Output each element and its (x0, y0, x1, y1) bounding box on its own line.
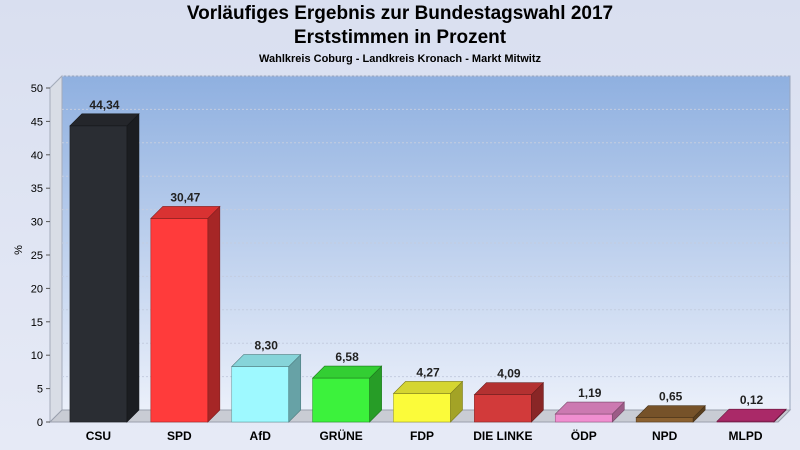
bar-ödp (554, 401, 626, 423)
bar-top (473, 382, 545, 395)
bar-front (554, 413, 613, 423)
x-tick-label: GRÜNE (319, 428, 362, 443)
data-label: 0,65 (659, 390, 683, 404)
y-tick-label: 45 (31, 116, 43, 128)
x-tick-label: SPD (167, 429, 192, 443)
bar-side (126, 113, 140, 423)
bar-front (474, 394, 532, 423)
bar-spd (150, 205, 221, 423)
data-label: 4,09 (497, 367, 521, 381)
bar-front (635, 417, 694, 423)
chart-title-line-1: Vorläufiges Ergebnis zur Bundestagswahl … (186, 3, 614, 24)
bar-top (69, 113, 140, 127)
y-tick-label: 35 (31, 183, 43, 195)
bar-front (393, 393, 451, 423)
bar-top (635, 405, 706, 418)
data-label: 1,19 (578, 386, 602, 400)
data-label: 4,27 (416, 365, 440, 379)
data-label: 6,58 (335, 350, 359, 364)
x-axis: CSU SPD AfD GRÜNE FDP DIE LINKE ÖDP NPD MLPD (86, 428, 763, 443)
plot-side-wall (49, 74, 63, 424)
bar-front (312, 377, 370, 423)
y-tick-label: 30 (31, 217, 43, 229)
bar-die-linke (473, 381, 545, 423)
y-tick-label: 20 (31, 283, 43, 295)
x-tick-label: ÖDP (571, 428, 597, 443)
x-tick-label: MLPD (729, 429, 763, 443)
y-axis-label: % (13, 245, 25, 255)
bar-top (150, 206, 221, 219)
y-tick-label: 15 (31, 317, 43, 329)
x-tick-label: AfD (250, 429, 272, 443)
bar-top (230, 354, 302, 367)
bar-front (150, 218, 209, 423)
bar-top (716, 408, 787, 422)
data-label: 0,12 (740, 393, 764, 407)
y-tick-label: 10 (31, 350, 43, 362)
bar-front (231, 366, 290, 423)
bar-fdp (392, 380, 464, 423)
y-tick-label: 0 (37, 417, 43, 429)
chart-subtitle: Wahlkreis Coburg - Landkreis Kronach - M… (259, 53, 541, 65)
bar-side (207, 205, 221, 423)
bar-mlpd (716, 408, 787, 423)
bar-top (392, 381, 464, 394)
y-tick-label: 25 (31, 250, 43, 262)
data-label: 8,30 (255, 339, 279, 353)
chart-title-block: Vorläufiges Ergebnis zur Bundestagswahl … (0, 2, 800, 65)
y-axis: 0 5 10 15 20 25 30 35 40 45 50 (31, 83, 50, 429)
bar-grüne (311, 365, 383, 423)
y-tick-label: 5 (37, 384, 43, 396)
bar-top (311, 365, 383, 379)
bar-afd (230, 353, 302, 423)
x-tick-label: DIE LINKE (473, 429, 532, 443)
bar-npd (635, 404, 706, 423)
x-tick-label: FDP (410, 429, 434, 443)
data-label: 30,47 (170, 190, 200, 204)
bar-top (554, 401, 626, 415)
x-tick-label: CSU (86, 429, 111, 443)
x-tick-label: NPD (652, 429, 678, 443)
bars: 44,34 30,47 8,30 6,58 4,27 4,09 1,19 0,65 0,12 (69, 98, 787, 423)
chart-title-line-2: Erststimmen in Prozent (293, 27, 507, 48)
y-tick-label: 40 (31, 150, 43, 162)
bar-csu (69, 113, 140, 423)
bar-front (69, 125, 128, 423)
y-tick-label: 50 (31, 83, 43, 95)
data-label: 44,34 (89, 98, 119, 112)
